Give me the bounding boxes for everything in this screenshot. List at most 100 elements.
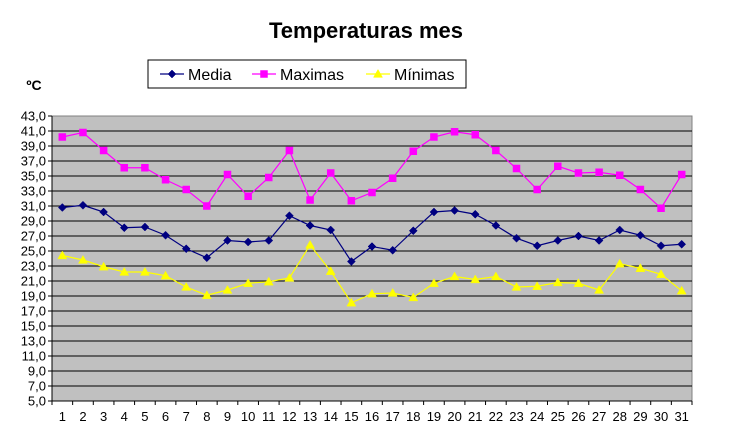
data-point-media xyxy=(388,245,397,255)
data-point-media xyxy=(99,207,108,217)
data-point-maximas xyxy=(79,128,87,137)
data-point-media xyxy=(491,221,501,230)
data-point-minimas xyxy=(552,277,563,287)
data-point-minimas xyxy=(284,272,295,282)
data-point-maximas xyxy=(99,146,108,155)
data-point-minimas xyxy=(532,281,543,290)
x-tick-label: 5 xyxy=(141,409,148,424)
data-point-media xyxy=(202,253,212,263)
x-tick-label: 11 xyxy=(262,409,276,424)
x-tick-label: 28 xyxy=(613,409,627,424)
data-point-minimas xyxy=(78,254,88,264)
data-point-media xyxy=(532,241,542,251)
x-tick-label: 13 xyxy=(303,409,317,424)
data-point-maximas xyxy=(492,146,500,155)
data-point-maximas xyxy=(120,164,129,172)
data-point-maximas xyxy=(657,204,665,212)
x-tick-label: 10 xyxy=(241,409,255,424)
x-tick-label: 27 xyxy=(592,409,606,424)
legend-label-maximas: Maximas xyxy=(280,67,344,84)
data-point-media xyxy=(140,222,150,232)
legend-marker-maximas xyxy=(260,70,268,78)
data-point-minimas xyxy=(305,239,315,249)
plot-area: 43,041,039,037,035,033,031,029,027,025,0… xyxy=(21,109,693,424)
data-point-maximas xyxy=(141,164,149,172)
data-point-media xyxy=(119,223,129,233)
y-tick-label: 27,0 xyxy=(21,229,46,244)
data-point-media xyxy=(264,236,274,245)
y-tick-label: 33,0 xyxy=(21,184,46,199)
data-point-media xyxy=(223,236,232,245)
data-point-media xyxy=(161,230,170,240)
data-point-media xyxy=(429,207,439,217)
data-point-maximas xyxy=(368,188,376,197)
data-point-media xyxy=(594,236,604,245)
plot-background xyxy=(51,115,693,402)
data-point-minimas xyxy=(449,271,460,281)
data-point-maximas xyxy=(409,147,418,155)
x-tick-label: 15 xyxy=(344,409,358,424)
x-tick-label: 29 xyxy=(633,409,647,424)
data-point-media xyxy=(57,203,67,212)
y-tick-label: 35,0 xyxy=(21,169,46,184)
x-tick-label: 25 xyxy=(551,409,565,424)
x-tick-label: 12 xyxy=(282,409,296,424)
data-point-maximas xyxy=(533,185,541,194)
x-tick-label: 21 xyxy=(468,409,482,424)
y-tick-label: 21,0 xyxy=(21,274,46,289)
data-point-minimas xyxy=(201,290,212,299)
data-point-maximas xyxy=(265,173,273,182)
data-point-media xyxy=(512,233,521,243)
y-axis-label: ºC xyxy=(26,77,41,93)
data-point-media xyxy=(450,206,459,215)
x-tick-label: 22 xyxy=(489,409,503,424)
data-point-maximas xyxy=(347,197,356,205)
data-point-maximas xyxy=(326,169,335,177)
data-point-maximas xyxy=(450,128,459,136)
data-point-minimas xyxy=(408,292,419,302)
legend-label-media: Media xyxy=(188,67,232,84)
x-tick-label: 24 xyxy=(530,409,544,424)
y-tick-label: 43,0 xyxy=(21,109,46,124)
legend-label-minimas: Mínimas xyxy=(394,67,454,84)
y-tick-label: 25,0 xyxy=(21,244,46,259)
data-point-media xyxy=(408,226,418,236)
x-tick-label: 20 xyxy=(447,409,461,424)
data-point-maximas xyxy=(223,170,232,179)
data-point-media xyxy=(367,242,377,251)
data-point-minimas xyxy=(181,281,192,291)
data-point-minimas xyxy=(594,284,605,294)
data-point-minimas xyxy=(367,288,377,298)
data-point-minimas xyxy=(614,258,625,268)
legend: Media Maximas Mínimas xyxy=(147,59,467,89)
y-tick-label: 37,0 xyxy=(21,154,46,169)
legend-box xyxy=(147,59,467,89)
data-point-minimas xyxy=(656,269,666,278)
data-point-minimas xyxy=(57,250,68,260)
chart-title: Temperaturas mes xyxy=(269,18,463,43)
data-point-minimas xyxy=(635,263,646,272)
data-point-media xyxy=(347,257,356,266)
data-point-maximas xyxy=(574,169,583,177)
data-point-minimas xyxy=(490,271,501,281)
y-tick-label: 17,0 xyxy=(21,304,46,319)
data-point-minimas xyxy=(160,270,171,280)
x-tick-label: 19 xyxy=(427,409,441,424)
x-tick-label: 18 xyxy=(406,409,420,424)
data-point-minimas xyxy=(346,297,357,307)
legend-marker-media xyxy=(167,69,177,79)
data-point-maximas xyxy=(595,168,603,176)
x-tick-label: 14 xyxy=(323,409,337,424)
data-point-minimas xyxy=(511,281,522,291)
y-tick-label: 41,0 xyxy=(21,124,46,139)
y-tick-label: 9,0 xyxy=(28,364,46,379)
data-point-minimas xyxy=(243,278,254,287)
y-tick-label: 39,0 xyxy=(21,139,46,154)
data-point-media xyxy=(305,221,315,230)
x-tick-label: 26 xyxy=(571,409,585,424)
x-tick-label: 17 xyxy=(385,409,399,424)
data-point-media xyxy=(615,225,625,235)
x-tick-label: 3 xyxy=(100,409,107,424)
y-tick-label: 7,0 xyxy=(28,379,46,394)
data-point-minimas xyxy=(429,278,439,287)
